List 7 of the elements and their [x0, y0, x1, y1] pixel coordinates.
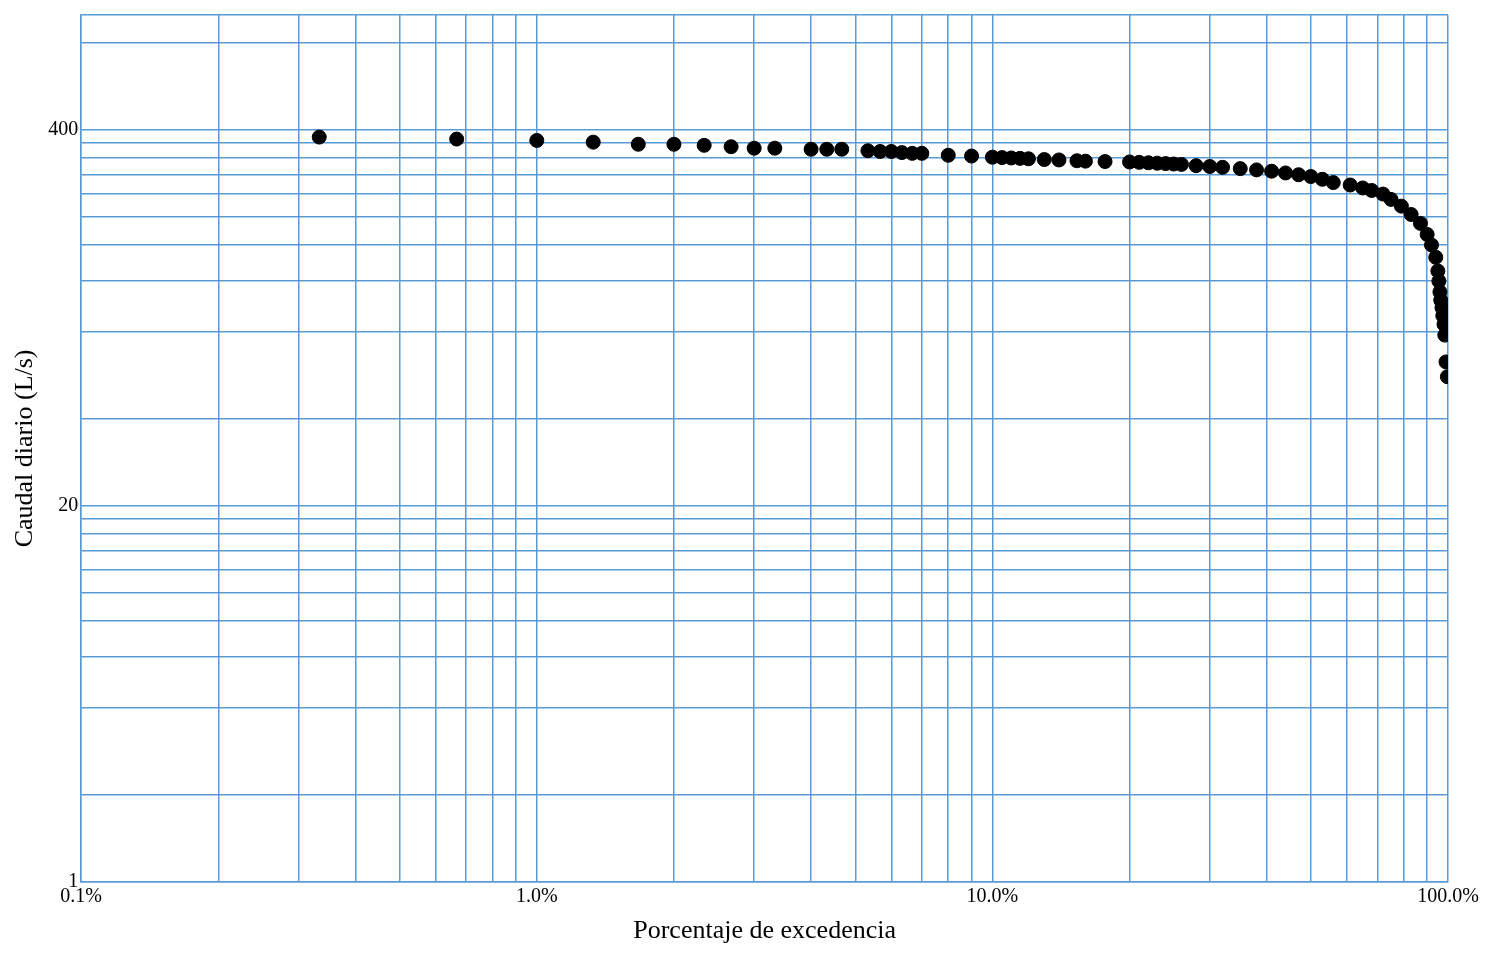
- y-tick-label: 20: [58, 493, 79, 516]
- x-tick-label: 10.0%: [966, 884, 1019, 907]
- x-tick-label: 1.0%: [515, 884, 558, 907]
- y-tick-label: 400: [48, 117, 79, 140]
- x-tick-label: 100.0%: [1417, 884, 1479, 907]
- y-axis-title: Caudal diario (L/s): [9, 349, 39, 548]
- x-axis-title: Porcentaje de excedencia: [633, 915, 897, 945]
